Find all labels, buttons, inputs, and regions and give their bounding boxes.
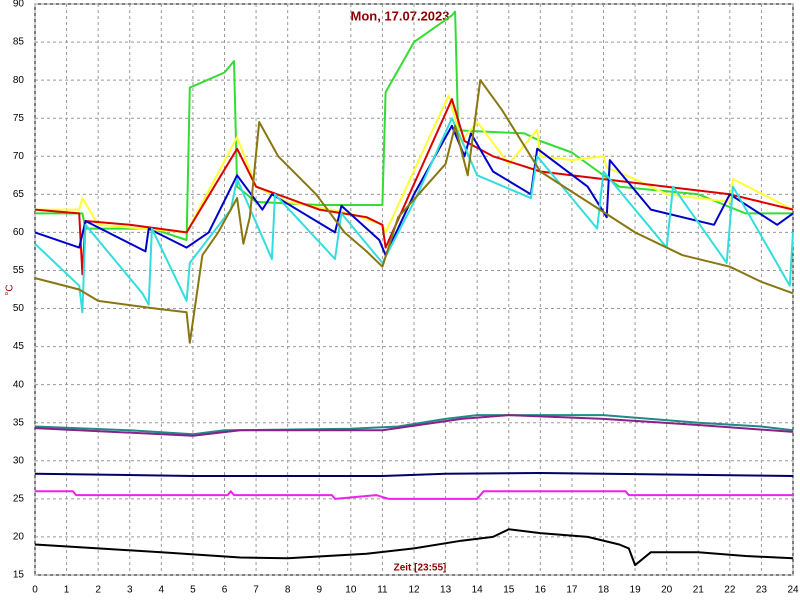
x-tick-label: 15 (503, 585, 515, 596)
x-tick-label: 13 (440, 585, 452, 596)
series-line (34, 98, 794, 276)
y-tick-label: 15 (13, 570, 25, 581)
x-tick-label: 24 (787, 585, 799, 596)
x-tick-label: 18 (598, 585, 610, 596)
x-tick-label: 16 (535, 585, 547, 596)
x-tick-label: 0 (32, 585, 38, 596)
series-line (35, 490, 793, 500)
y-tick-label: 60 (13, 227, 25, 238)
y-tick-label: 25 (13, 494, 25, 505)
y-tick-label: 20 (13, 532, 25, 543)
series-line (34, 79, 794, 344)
x-tick-label: 3 (127, 585, 133, 596)
y-tick-label: 45 (13, 341, 25, 352)
y-tick-label: 75 (13, 113, 25, 124)
x-tick-label: 2 (95, 585, 101, 596)
x-tick-label: 11 (377, 585, 388, 596)
x-tick-label: 6 (222, 585, 228, 596)
y-tick-label: 65 (13, 189, 25, 200)
y-tick-label: 70 (13, 151, 25, 162)
x-axis-label: Zeit [23:55] (394, 563, 447, 574)
x-tick-label: 8 (285, 585, 291, 596)
series-line (34, 528, 794, 567)
y-tick-label: 85 (13, 37, 25, 48)
x-tick-label: 4 (159, 585, 165, 596)
y-axis-label: °C (5, 284, 16, 295)
x-tick-label: 21 (693, 585, 705, 596)
y-tick-label: 40 (13, 379, 25, 390)
y-tick-label: 80 (13, 75, 25, 86)
x-tick-label: 23 (756, 585, 768, 596)
x-tick-label: 19 (630, 585, 642, 596)
x-tick-label: 12 (408, 585, 420, 596)
y-tick-label: 50 (13, 303, 25, 314)
chart-title: Mon, 17.07.2023 (351, 8, 450, 23)
x-tick-label: 5 (190, 585, 196, 596)
x-tick-label: 10 (345, 585, 357, 596)
x-tick-label: 7 (253, 585, 259, 596)
series-line (34, 117, 794, 314)
y-tick-label: 90 (13, 0, 25, 10)
y-tick-label: 30 (13, 455, 25, 466)
x-tick-label: 17 (566, 585, 578, 596)
x-tick-label: 9 (316, 585, 322, 596)
series-line (34, 414, 794, 437)
series-line (34, 472, 794, 477)
series-line (34, 124, 794, 257)
series-line (34, 414, 794, 436)
y-tick-label: 55 (13, 265, 25, 276)
x-tick-label: 14 (472, 585, 484, 596)
x-tick-label: 20 (661, 585, 673, 596)
x-tick-label: 22 (724, 585, 736, 596)
x-tick-label: 1 (64, 585, 70, 596)
y-tick-label: 35 (13, 417, 25, 428)
